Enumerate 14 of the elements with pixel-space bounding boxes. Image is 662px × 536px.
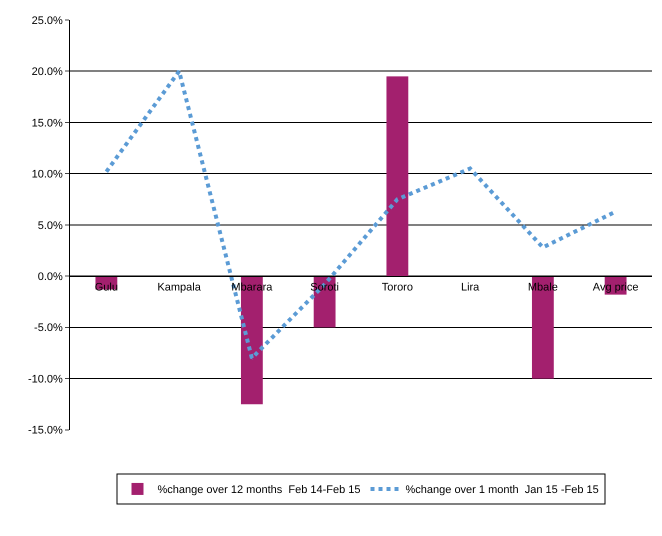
y-tick-label: -5.0% — [34, 322, 64, 334]
x-tick-label: Lira — [460, 281, 480, 294]
x-tick-label: Kampala — [157, 281, 202, 294]
y-tick-label: -15.0% — [28, 424, 64, 437]
y-tick-label: 10.0% — [32, 168, 64, 181]
y-tick-label: 15.0% — [32, 117, 64, 130]
y-tick-label: 20.0% — [32, 66, 64, 78]
legend-label: %change over 12 months Feb 14-Feb 15 — [158, 484, 361, 496]
y-tick-label: 0.0% — [38, 271, 64, 283]
legend-label: %change over 1 month Jan 15 -Feb 15 — [406, 484, 599, 496]
y-tick-label: -10.0% — [28, 373, 64, 386]
y-tick-label: 5.0% — [38, 220, 64, 232]
x-tick-label: Tororo — [382, 281, 413, 294]
y-tick-label: 25.0% — [32, 14, 64, 27]
